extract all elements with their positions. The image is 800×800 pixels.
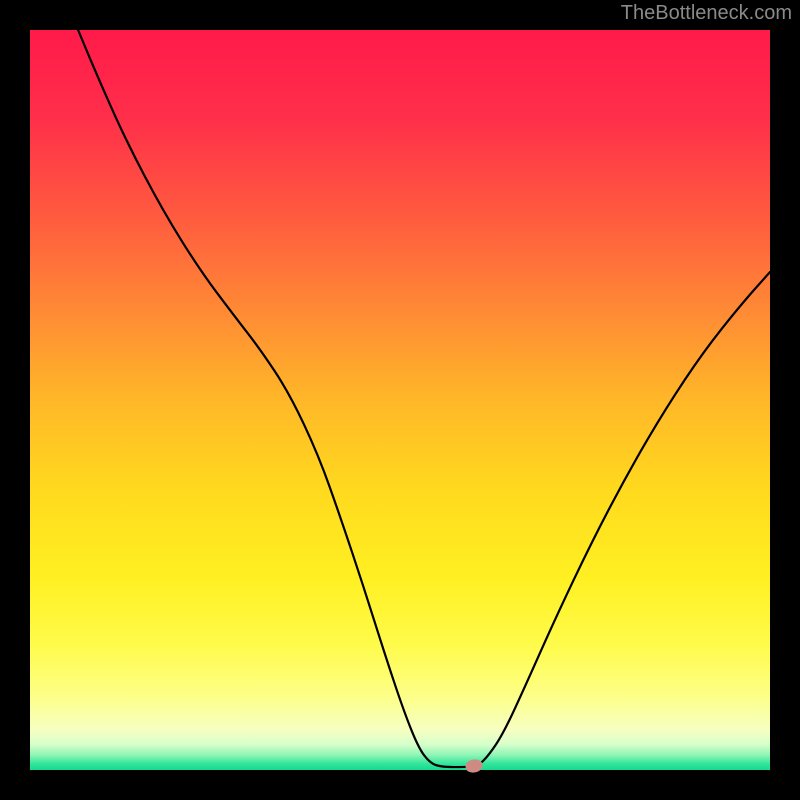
gradient-background [30,30,770,770]
source-watermark: TheBottleneck.com [621,2,792,25]
plot-area [30,30,770,770]
